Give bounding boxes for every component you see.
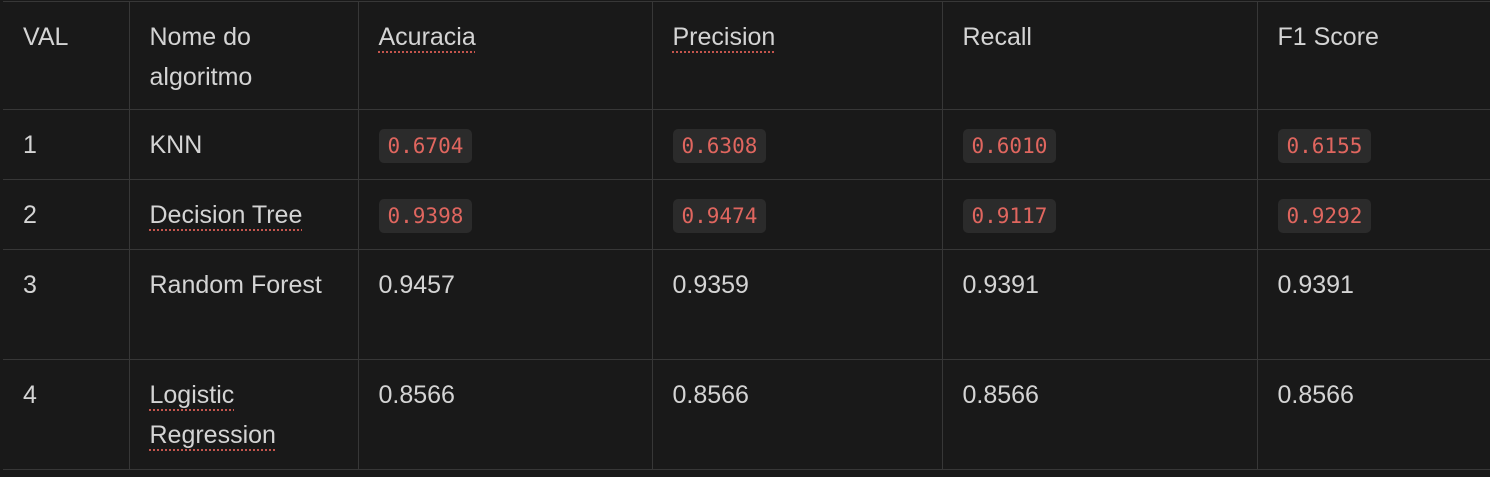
cell-acuracia[interactable]: 0.9457 (357, 249, 653, 360)
cell-algorithm[interactable]: KNN (128, 109, 359, 180)
cell-text: 0.8566 (672, 381, 749, 409)
table-row: 2 Decision Tree 0.9398 0.9474 0.9117 0.9… (3, 179, 1490, 250)
inline-code: 0.6155 (1277, 129, 1372, 163)
cell-f1-score[interactable]: 0.9292 (1256, 179, 1490, 250)
cell-f1-score[interactable]: 0.9391 (1256, 249, 1490, 360)
inline-code: 0.9398 (378, 199, 473, 233)
header-label-f1-score: F1 Score (1277, 23, 1379, 51)
header-cell-precision[interactable]: Precision (651, 1, 943, 110)
cell-text: 2 (23, 201, 37, 229)
cell-precision[interactable]: 0.6308 (651, 109, 943, 180)
table-row: 1 KNN 0.6704 0.6308 0.6010 0.6155 (3, 109, 1490, 180)
header-cell-recall[interactable]: Recall (941, 1, 1258, 110)
cell-precision[interactable]: 0.8566 (651, 359, 943, 470)
cell-text: 0.9457 (378, 271, 455, 299)
header-row: VAL Nome do algoritmo Acuracia Precision… (3, 1, 1490, 110)
cell-acuracia[interactable]: 0.8566 (357, 359, 653, 470)
cell-precision[interactable]: 0.9359 (651, 249, 943, 360)
cell-val[interactable]: 2 (3, 179, 130, 250)
cell-text: 0.8566 (962, 381, 1039, 409)
cell-text: Logistic Regression (149, 381, 276, 449)
header-label-algorithm: Nome do algoritmo (149, 23, 253, 91)
header-label-acuracia: Acuracia (378, 23, 476, 51)
cell-recall[interactable]: 0.8566 (941, 359, 1258, 470)
inline-code: 0.9474 (672, 199, 767, 233)
results-table: VAL Nome do algoritmo Acuracia Precision… (3, 1, 1490, 470)
cell-algorithm[interactable]: Random Forest (128, 249, 359, 360)
inline-code: 0.9292 (1277, 199, 1372, 233)
header-cell-f1-score[interactable]: F1 Score (1256, 1, 1490, 110)
header-cell-val[interactable]: VAL (3, 1, 130, 110)
header-label-recall: Recall (962, 23, 1032, 51)
cell-text: 1 (23, 131, 37, 159)
cell-text: Decision Tree (149, 201, 303, 229)
cell-f1-score[interactable]: 0.6155 (1256, 109, 1490, 180)
cell-text: 0.9391 (962, 271, 1039, 299)
header-label-val: VAL (23, 23, 69, 51)
cell-val[interactable]: 3 (3, 249, 130, 360)
cell-text: 0.9391 (1277, 271, 1354, 299)
cell-recall[interactable]: 0.9391 (941, 249, 1258, 360)
cell-f1-score[interactable]: 0.8566 (1256, 359, 1490, 470)
cell-text: KNN (149, 131, 203, 159)
header-cell-acuracia[interactable]: Acuracia (357, 1, 653, 110)
cell-acuracia[interactable]: 0.9398 (357, 179, 653, 250)
cell-recall[interactable]: 0.9117 (941, 179, 1258, 250)
cell-text: 0.8566 (1277, 381, 1354, 409)
inline-code: 0.6010 (962, 129, 1057, 163)
cell-algorithm[interactable]: Decision Tree (128, 179, 359, 250)
cell-recall[interactable]: 0.6010 (941, 109, 1258, 180)
cell-algorithm[interactable]: Logistic Regression (128, 359, 359, 470)
cell-text: 0.9359 (672, 271, 749, 299)
cell-text: 4 (23, 381, 37, 409)
table-row: 3 Random Forest 0.9457 0.9359 0.9391 0.9… (3, 249, 1490, 360)
cell-text: 0.8566 (378, 381, 455, 409)
cell-val[interactable]: 1 (3, 109, 130, 180)
header-cell-algorithm[interactable]: Nome do algoritmo (128, 1, 359, 110)
cell-text: Random Forest (149, 271, 322, 299)
header-label-precision: Precision (672, 23, 776, 51)
table-row: 4 Logistic Regression 0.8566 0.8566 0.85… (3, 359, 1490, 470)
cell-precision[interactable]: 0.9474 (651, 179, 943, 250)
cell-val[interactable]: 4 (3, 359, 130, 470)
cell-text: 3 (23, 271, 37, 299)
inline-code: 0.6308 (672, 129, 767, 163)
cell-acuracia[interactable]: 0.6704 (357, 109, 653, 180)
inline-code: 0.6704 (378, 129, 473, 163)
inline-code: 0.9117 (962, 199, 1057, 233)
